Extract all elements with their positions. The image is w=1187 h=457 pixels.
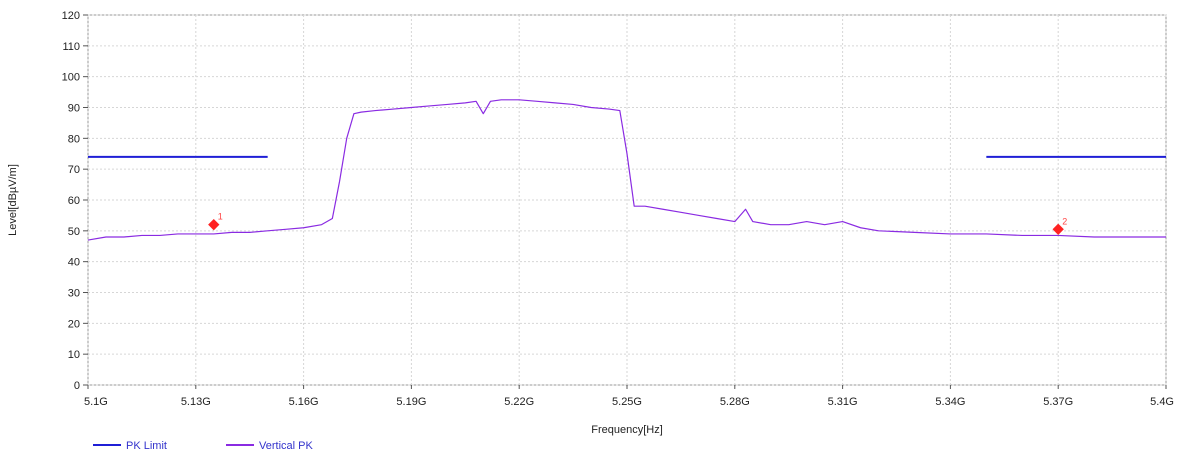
marker-label: 1 — [218, 212, 223, 222]
x-tick-label: 5.19G — [396, 396, 426, 408]
x-tick-label: 5.37G — [1043, 396, 1073, 408]
x-tick-label: 5.4G — [1150, 396, 1174, 408]
y-tick-label: 10 — [68, 349, 80, 361]
y-axis-label: Level[dBµV/m] — [7, 164, 19, 236]
y-tick-label: 120 — [62, 10, 80, 22]
x-tick-label: 5.22G — [504, 396, 534, 408]
series-vertical-pk-line — [87, 99, 1166, 241]
marker-point — [1052, 223, 1064, 235]
x-tick-label: 5.13G — [181, 396, 211, 408]
y-tick-label: 90 — [68, 103, 80, 115]
marker-label: 2 — [1062, 216, 1067, 226]
x-axis-label: Frequency[Hz] — [591, 424, 663, 436]
series-lines — [87, 99, 1166, 241]
y-tick-label: 40 — [68, 257, 80, 269]
y-tick-label: 100 — [62, 72, 80, 84]
marker-point — [208, 219, 220, 231]
x-tick-label: 5.16G — [289, 396, 319, 408]
y-tick-label: 80 — [68, 133, 80, 145]
legend: PK Limit Vertical PK — [93, 440, 313, 452]
y-tick-label: 110 — [62, 41, 80, 53]
x-tick-label: 5.25G — [612, 396, 642, 408]
x-tick-label: 5.1G — [84, 396, 108, 408]
legend-entry: PK Limit — [126, 440, 167, 452]
y-tick-label: 30 — [68, 288, 80, 300]
y-tick-label: 50 — [68, 226, 80, 238]
x-tick-label: 5.34G — [935, 396, 965, 408]
y-tick-label: 60 — [68, 195, 80, 207]
y-tick-label: 20 — [68, 318, 80, 330]
tick-labels: 0 10 20 30 40 50 60 70 80 90 100 110 120 5.1G 5.13G 5.1… — [62, 10, 1174, 408]
y-tick-label: 0 — [74, 380, 80, 392]
x-tick-label: 5.28G — [720, 396, 750, 408]
legend-entry: Vertical PK — [259, 440, 313, 452]
x-tick-label: 5.31G — [828, 396, 858, 408]
y-tick-label: 70 — [68, 164, 80, 176]
